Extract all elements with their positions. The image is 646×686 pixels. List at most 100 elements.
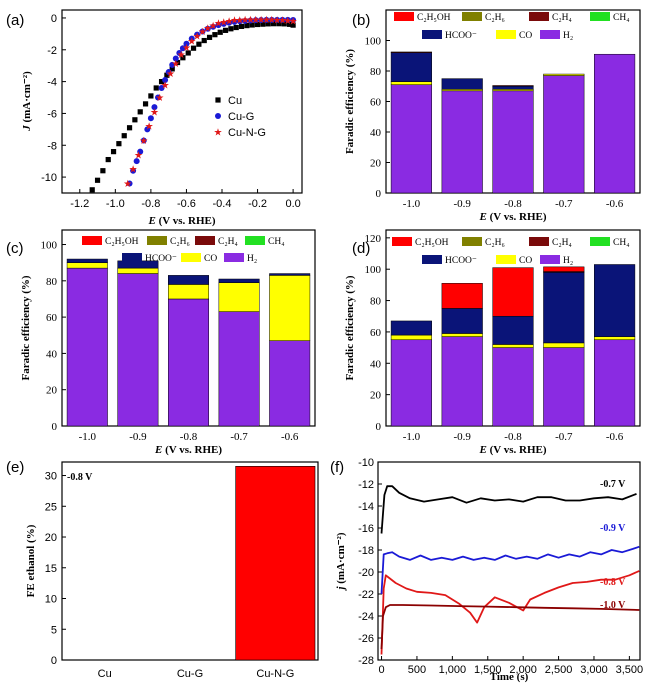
data-point: ★: [161, 80, 170, 91]
data-point: [268, 16, 275, 23]
legend-swatch: [422, 255, 442, 264]
legend-swatch: [462, 237, 482, 246]
legend-entry: Cu: [228, 95, 242, 107]
data-point: [133, 158, 140, 165]
y-tick-label: 10: [45, 594, 57, 606]
data-point: [180, 55, 186, 61]
plot-frame: [61, 9, 303, 194]
data-point: [100, 168, 106, 174]
x-tick-label: 2,500: [545, 664, 573, 676]
x-tick-label: -0.2: [248, 198, 267, 210]
data-point: [201, 37, 207, 44]
panel-label: (c): [6, 240, 24, 257]
y-tick-label: -4: [47, 77, 57, 89]
data-point: ★: [182, 43, 191, 54]
axis-label-rest: (V vs. RHE): [487, 211, 547, 223]
axis-label: Faradic efficiency (%): [344, 49, 356, 154]
data-point: [132, 117, 138, 123]
data-point: [244, 22, 250, 29]
bar-segment: [543, 73, 585, 76]
data-point: ★: [145, 122, 154, 133]
y-tick-label: -22: [358, 589, 374, 601]
legend-entry: CO: [519, 31, 532, 41]
bar-segment: [594, 53, 636, 194]
data-point: [147, 115, 154, 122]
data-point: ★: [267, 15, 276, 26]
bar: [235, 466, 316, 661]
legend-swatch: [195, 236, 215, 245]
y-tick-label: 100: [365, 264, 382, 276]
bar-segment: [594, 264, 636, 337]
data-point: [263, 16, 270, 23]
bar-segment: [543, 75, 585, 194]
data-point: [183, 40, 190, 47]
series-label: -0.8 V: [600, 577, 626, 588]
data-point: [130, 167, 137, 174]
y-tick-label: 0: [52, 421, 58, 433]
legend-swatch: [496, 255, 516, 264]
data-point: [105, 156, 111, 163]
data-point: [89, 187, 95, 193]
bar-segment: [543, 342, 585, 348]
legend-entry: CO: [519, 256, 532, 266]
legend-swatch: [590, 12, 610, 21]
y-tick-label: 20: [370, 158, 382, 170]
y-tick-label: 15: [45, 563, 57, 575]
data-point: ★: [230, 16, 239, 27]
bar-segment: [269, 275, 311, 341]
y-tick-label: -20: [358, 567, 374, 579]
series-cu-g: [126, 16, 297, 187]
data-point: [158, 79, 165, 85]
data-point: [233, 24, 239, 31]
data-point: [179, 45, 186, 52]
y-tick-label: 0: [376, 421, 382, 433]
legend-entry: H₂: [563, 31, 573, 41]
x-tick-label: -0.8: [504, 198, 522, 210]
data-point: [206, 34, 213, 40]
y-tick-label: 40: [370, 358, 382, 370]
x-tick-label: -0.6: [177, 198, 196, 210]
bar-segment: [218, 282, 260, 312]
data-point: [194, 31, 201, 38]
y-tick-label: -2: [47, 45, 57, 57]
y-tick-label: -10: [41, 172, 57, 184]
y-tick-label: 100: [41, 240, 58, 252]
data-point: ★: [150, 107, 159, 118]
axis-label: E (V vs. RHE): [147, 215, 215, 227]
data-point: [210, 23, 217, 30]
data-point: ★: [225, 16, 234, 27]
data-point: [276, 21, 282, 27]
data-point: [204, 25, 211, 32]
panel-e: (e) 0 5 10 15 20 25 30 Cu Cu-G Cu-N-G -0.8 V FE etha…: [6, 459, 319, 680]
legend-entry: C₂H₄: [552, 13, 572, 23]
y-tick-label: 100: [365, 36, 382, 48]
legend-swatch: [245, 236, 265, 245]
axis-label: FE ethanol (%): [25, 524, 37, 597]
legend-swatch: [122, 253, 142, 262]
y-tick-label: 60: [370, 327, 382, 339]
data-point: [236, 18, 243, 25]
data-point: ★: [262, 15, 271, 26]
data-point: ★: [203, 23, 212, 34]
data-point: [220, 20, 227, 27]
data-point: [142, 101, 149, 107]
data-point: ★: [273, 15, 282, 26]
y-tick-label: 20: [46, 385, 58, 397]
bar-segment: [66, 267, 108, 427]
data-point: [242, 17, 249, 24]
axis-label: Faradic efficiency (%): [20, 275, 32, 380]
legend-swatch: [540, 30, 560, 39]
data-point: ★: [134, 150, 143, 161]
data-point: [148, 93, 154, 99]
panel-label: (e): [6, 459, 24, 476]
data-point: ★: [166, 69, 175, 80]
data-point: ★: [235, 15, 244, 26]
bar-segment: [390, 320, 432, 336]
x-tick-label: -0.9: [129, 431, 147, 443]
series-label: -1.0 V: [600, 600, 626, 611]
legend-entry: CH₄: [613, 13, 630, 23]
x-tick-label: -1.2: [70, 198, 89, 210]
data-point: [252, 17, 259, 24]
x-tick-label: 1,500: [474, 664, 502, 676]
